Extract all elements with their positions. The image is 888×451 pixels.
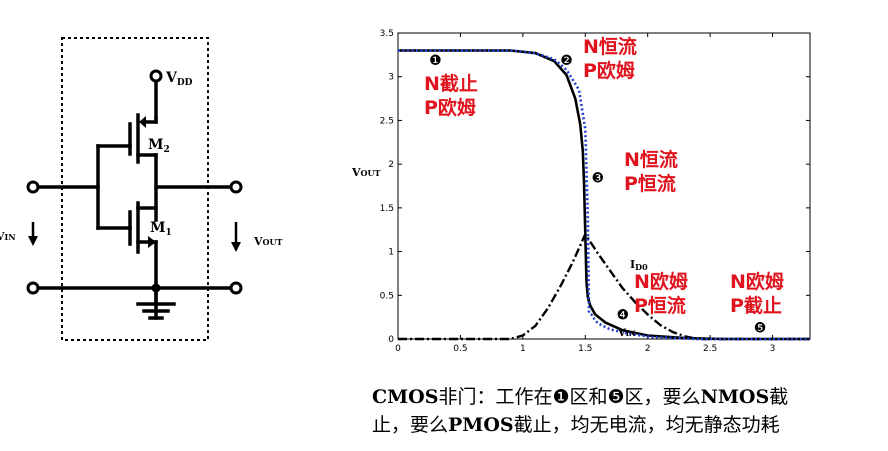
- y-tick-label: 1.5: [380, 204, 394, 214]
- vin-label: VIN: [0, 230, 16, 243]
- ground-node-dot: [151, 283, 161, 293]
- region-marker-4: ❹: [616, 308, 629, 324]
- y-tick-label: 3.5: [380, 29, 394, 39]
- y-tick-label: 0.5: [380, 291, 394, 301]
- x-tick-label: 1: [520, 344, 526, 354]
- region-marker-1: ❶: [429, 53, 442, 69]
- x-tick-label: 2.5: [703, 344, 717, 354]
- x-tick-label: 1.5: [578, 344, 592, 354]
- vout-label: VOUT: [253, 235, 282, 248]
- x-tick-label: 0: [395, 344, 401, 354]
- gnd-right-terminal: [229, 281, 243, 295]
- y-tick-label: 0: [388, 335, 394, 345]
- region-marker-3: ❸: [591, 170, 604, 186]
- x-tick-label: 0.5: [453, 344, 467, 354]
- m1-label: M1: [150, 220, 172, 238]
- vdd-label: VDD: [165, 70, 193, 88]
- caption-line-1: CMOS非门：工作在❶区和❺区，要么NMOS截: [372, 386, 789, 408]
- id0-label: ID0: [630, 258, 648, 272]
- region-marker-2: ❷: [560, 53, 573, 69]
- y-tick-label: 3: [388, 73, 394, 83]
- y-tick-label: 2: [388, 160, 394, 170]
- x-tick-label: 3: [770, 344, 776, 354]
- x-tick-label: 2: [645, 344, 651, 354]
- circuit-boundary-box: [61, 37, 209, 341]
- caption-line-2: 止，要么PMOS截止，均无电流，均无静态功耗: [372, 414, 780, 436]
- gnd-left-terminal: [26, 281, 40, 295]
- transfer-curve-chart: 0 0.5 1 1.5 2 2.5 300.511.522.533.5 ❶ ❷❸❹❺N截止P欧…: [352, 29, 811, 354]
- region-marker-5: ❺: [754, 321, 767, 337]
- vout-terminal: [229, 180, 243, 194]
- region-nmos-state: N欧姆: [730, 270, 784, 293]
- region-nmos-state: N欧姆: [634, 270, 688, 293]
- m2-label: M2: [148, 137, 170, 155]
- id0-current-series: [398, 232, 810, 341]
- cmos-inverter-schematic: VDD M2 M1 VIN VOUT: [0, 37, 282, 341]
- vdd-terminal: [149, 69, 163, 83]
- region-pmos-state: P恒流: [634, 294, 686, 317]
- region-pmos-state: P截止: [730, 294, 782, 317]
- y-axis-label: VOUT: [352, 166, 380, 179]
- region-pmos-state: P欧姆: [583, 59, 635, 82]
- vin-terminal: [26, 180, 40, 194]
- region-pmos-state: P欧姆: [424, 96, 476, 119]
- y-tick-label: 1: [388, 248, 394, 258]
- x-axis-label: VIN: [617, 328, 636, 339]
- y-tick-label: 2.5: [380, 116, 394, 126]
- plot-area-frame: [397, 32, 811, 340]
- region-nmos-state: N截止: [424, 72, 478, 95]
- region-nmos-state: N恒流: [624, 148, 678, 171]
- region-nmos-state: N恒流: [583, 35, 637, 58]
- region-pmos-state: P恒流: [624, 172, 676, 195]
